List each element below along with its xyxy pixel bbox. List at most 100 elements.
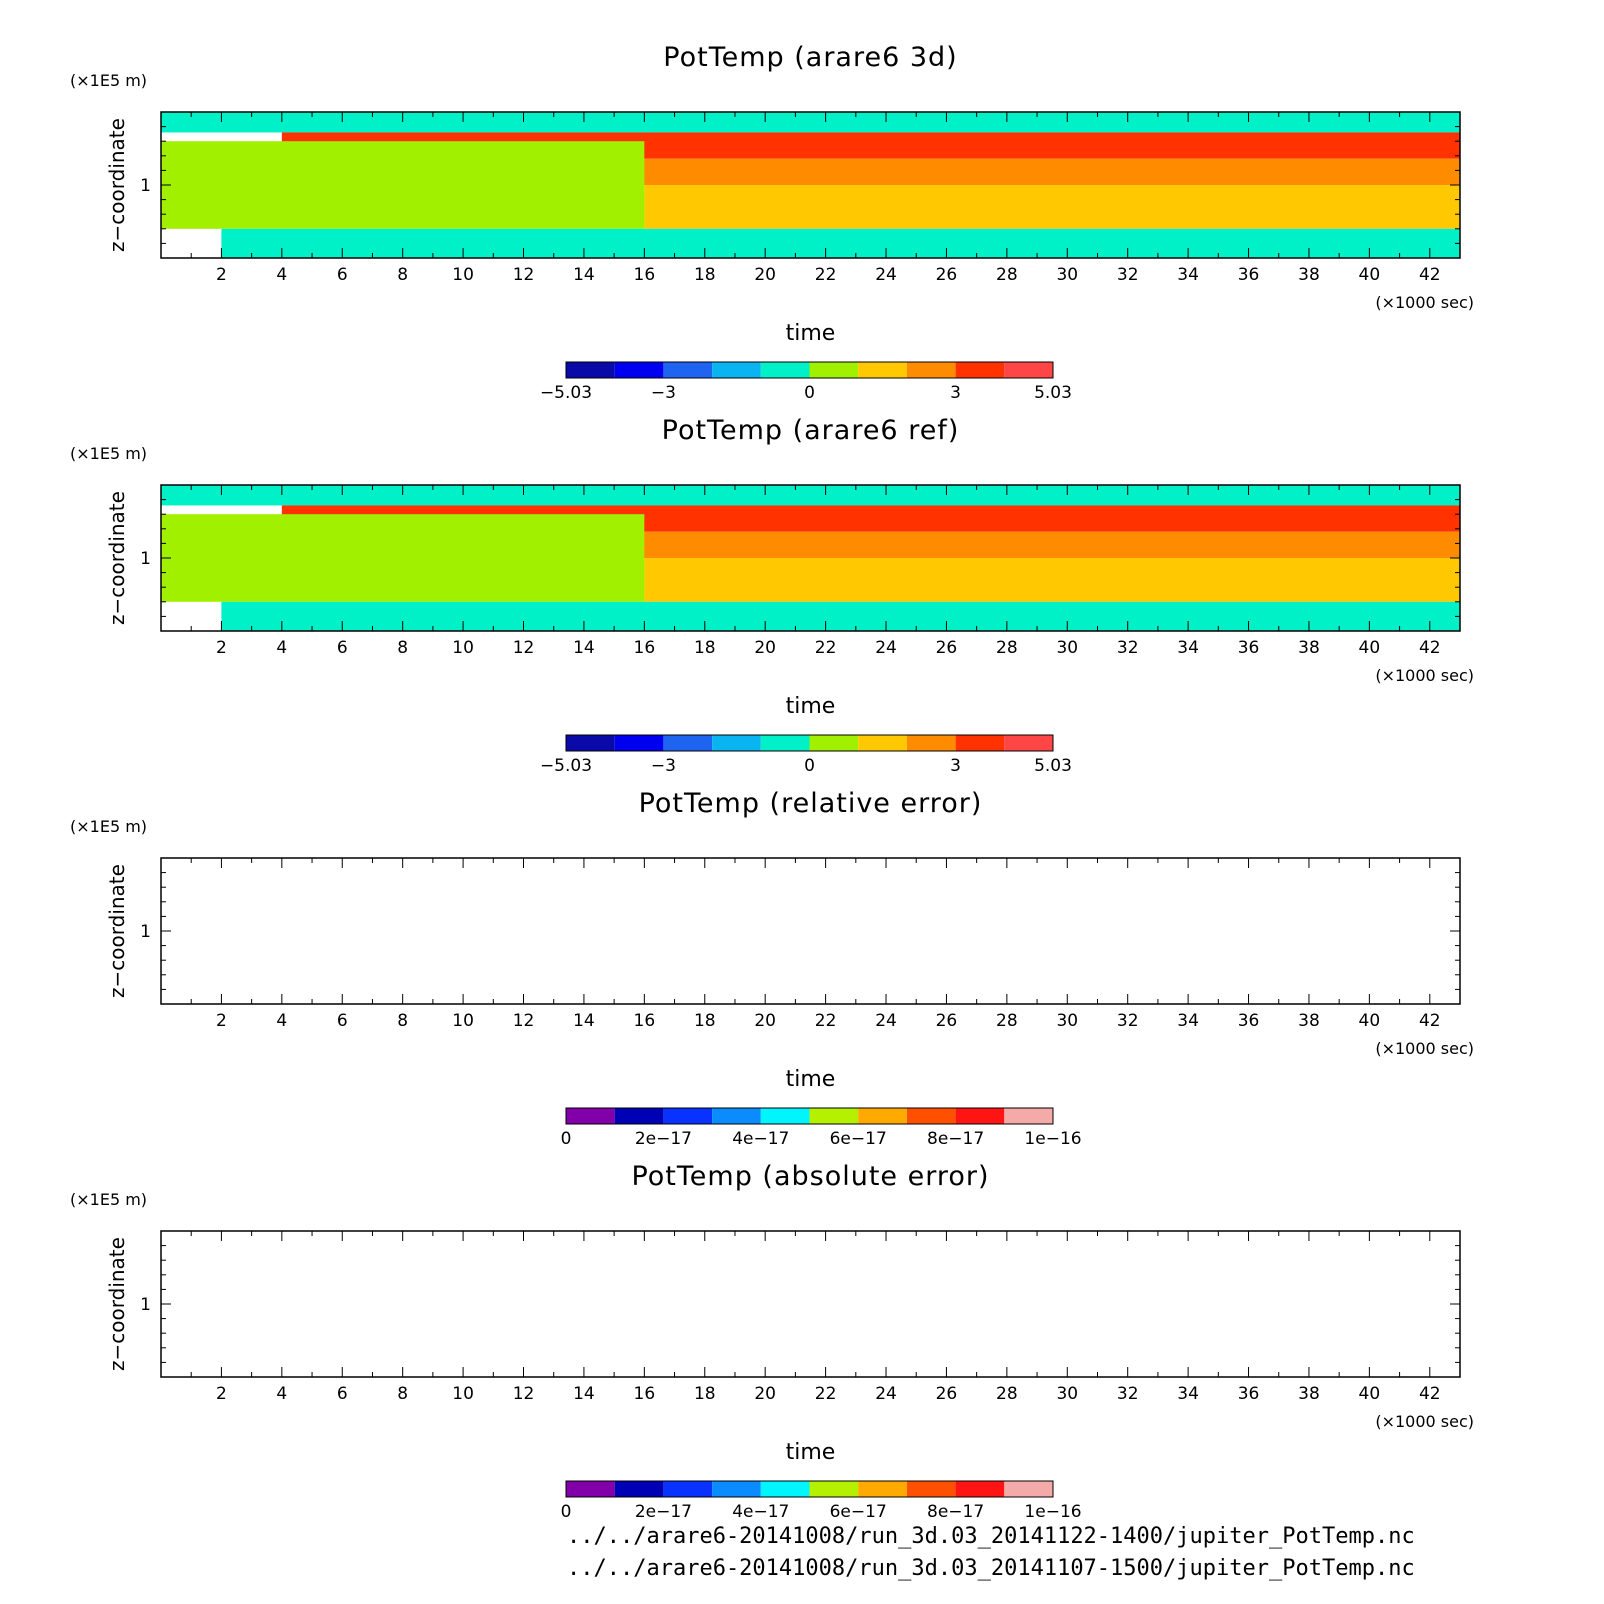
x-tick-label: 36 — [1238, 265, 1260, 285]
colorbar-tick-label: −5.03 — [540, 756, 592, 776]
x-tick-label: 20 — [754, 1011, 776, 1031]
x-tick-label: 32 — [1117, 1384, 1139, 1404]
x-tick-label: 16 — [634, 1384, 656, 1404]
y-unit-label: (×1E5 m) — [70, 71, 147, 90]
colorbar-swatch — [906, 735, 956, 751]
chart-title: PotTemp (arare6 3d) — [663, 42, 957, 73]
heatmap-cell — [644, 185, 1460, 229]
chart-title: PotTemp (relative error) — [639, 788, 983, 819]
x-tick-label: 30 — [1056, 638, 1078, 658]
colorbar-swatch — [712, 735, 761, 751]
y-tick-label: 1 — [140, 1295, 151, 1315]
heatmap-cell — [221, 228, 1461, 258]
colorbar-swatch — [809, 1108, 859, 1124]
x-tick-label: 28 — [996, 1384, 1018, 1404]
x-tick-label: 18 — [694, 638, 716, 658]
x-unit-label: (×1000 sec) — [1375, 293, 1474, 312]
x-tick-label: 8 — [397, 1011, 408, 1031]
x-tick-label: 24 — [875, 265, 897, 285]
x-tick-label: 28 — [996, 638, 1018, 658]
x-tick-label: 4 — [276, 1384, 287, 1404]
x-tick-label: 36 — [1238, 1011, 1260, 1031]
colorbar-swatch — [614, 1108, 664, 1124]
colorbar-swatch — [955, 1481, 1005, 1497]
x-tick-label: 2 — [216, 265, 227, 285]
x-tick-label: 40 — [1359, 1011, 1381, 1031]
colorbar-tick-label: 1e−16 — [1024, 1129, 1081, 1149]
chart-title: PotTemp (arare6 ref) — [662, 415, 960, 446]
colorbar-swatch — [712, 1108, 761, 1124]
y-tick-label: 1 — [140, 176, 151, 196]
x-tick-label: 42 — [1419, 1384, 1441, 1404]
colorbar-swatch — [614, 362, 664, 378]
colorbar-tick-label: 0 — [561, 1129, 572, 1149]
x-tick-label: 30 — [1056, 265, 1078, 285]
colorbar-tick-label: 4e−17 — [732, 1502, 789, 1522]
colorbar-swatch — [712, 1481, 761, 1497]
x-tick-label: 38 — [1298, 265, 1320, 285]
x-tick-label: 12 — [513, 1011, 535, 1031]
colorbar-swatch — [1004, 362, 1053, 378]
x-unit-label: (×1000 sec) — [1375, 1039, 1474, 1058]
x-tick-label: 16 — [634, 1011, 656, 1031]
colorbar-tick-label: 4e−17 — [732, 1129, 789, 1149]
colorbar-frame — [565, 1480, 1054, 1498]
colorbar-swatch — [1004, 735, 1053, 751]
x-tick-label: 12 — [513, 638, 535, 658]
x-tick-label: 16 — [634, 265, 656, 285]
colorbar-tick-label: −3 — [651, 756, 676, 776]
y-axis-label: z−coordinate — [105, 864, 129, 998]
colorbar-swatch — [906, 1481, 956, 1497]
x-tick-label: 6 — [337, 1384, 348, 1404]
colorbar-swatch — [809, 735, 859, 751]
colorbar-tick-label: 5.03 — [1034, 756, 1072, 776]
colorbar-swatch — [955, 362, 1005, 378]
colorbar-tick-label: 5.03 — [1034, 383, 1072, 403]
colorbar-swatch — [760, 1481, 810, 1497]
x-tick-label: 8 — [397, 265, 408, 285]
heatmap-cell — [161, 141, 645, 229]
x-axis-label: time — [786, 694, 836, 719]
x-tick-label: 34 — [1177, 638, 1199, 658]
x-tick-label: 12 — [513, 1384, 535, 1404]
y-unit-label: (×1E5 m) — [70, 444, 147, 463]
x-tick-label: 4 — [276, 1011, 287, 1031]
plot-frame — [160, 857, 1461, 1005]
x-tick-label: 42 — [1419, 638, 1441, 658]
x-tick-label: 40 — [1359, 265, 1381, 285]
x-tick-label: 28 — [996, 265, 1018, 285]
x-tick-label: 20 — [754, 265, 776, 285]
colorbar-swatch — [712, 362, 761, 378]
x-tick-label: 24 — [875, 1011, 897, 1031]
colorbar-swatch — [566, 362, 615, 378]
file-path-1: ../../arare6-20141008/run_3d.03_20141122… — [567, 1524, 1415, 1549]
colorbar-swatch — [760, 1108, 810, 1124]
x-tick-label: 42 — [1419, 265, 1441, 285]
x-tick-label: 18 — [694, 1011, 716, 1031]
x-tick-label: 36 — [1238, 1384, 1260, 1404]
colorbar-swatch — [858, 1481, 907, 1497]
colorbar-swatch — [955, 1108, 1005, 1124]
x-tick-label: 28 — [996, 1011, 1018, 1031]
x-tick-label: 10 — [452, 638, 474, 658]
heatmap-cell — [161, 514, 645, 602]
colorbar-swatch — [760, 362, 810, 378]
x-tick-label: 14 — [573, 265, 595, 285]
x-tick-label: 22 — [815, 638, 837, 658]
x-tick-label: 24 — [875, 638, 897, 658]
colorbar-tick-label: 3 — [950, 756, 961, 776]
x-tick-label: 6 — [337, 265, 348, 285]
colorbar-swatch — [809, 1481, 859, 1497]
colorbar-swatch — [858, 735, 907, 751]
colorbar-tick-label: 0 — [804, 756, 815, 776]
x-tick-label: 2 — [216, 638, 227, 658]
heatmap-cell — [161, 485, 1460, 506]
x-tick-label: 8 — [397, 638, 408, 658]
colorbar-tick-label: 8e−17 — [927, 1502, 984, 1522]
colorbar-tick-label: 6e−17 — [830, 1129, 887, 1149]
x-tick-label: 14 — [573, 1384, 595, 1404]
x-tick-label: 26 — [936, 1011, 958, 1031]
x-tick-label: 4 — [276, 265, 287, 285]
y-axis-label: z−coordinate — [105, 491, 129, 625]
